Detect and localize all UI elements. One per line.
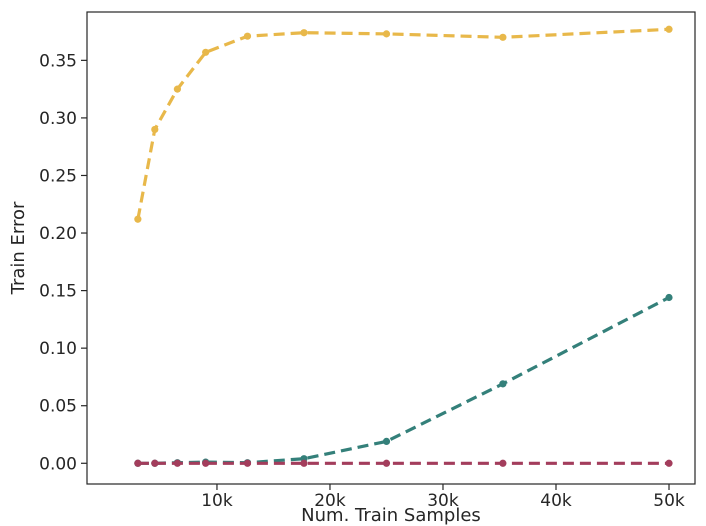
y-axis-label: Train Error (8, 201, 29, 295)
x-tick-label: 10k (201, 491, 233, 511)
series-layer (134, 25, 673, 467)
series-point-1 (243, 32, 252, 40)
series-point-2 (382, 437, 391, 446)
x-tick-label: 40k (540, 491, 572, 511)
series-point-3 (243, 459, 252, 467)
series-point-1 (134, 215, 142, 223)
series-point-3 (151, 459, 159, 467)
x-tick-label: 30k (427, 491, 459, 511)
series-point-3 (173, 459, 182, 467)
y-tick-label: 0.10 (39, 339, 77, 359)
y-tick-label: 0.00 (39, 454, 77, 474)
series-line-1 (136, 27, 670, 220)
series-point-3 (134, 459, 142, 467)
y-tick-label: 0.15 (39, 282, 77, 302)
series-point-3 (499, 459, 507, 467)
series-point-2 (665, 293, 673, 302)
series-point-1 (499, 33, 507, 41)
series-point-1 (173, 85, 182, 93)
series-point-3 (202, 459, 210, 467)
series-line-2 (137, 296, 670, 465)
series-point-1 (665, 25, 673, 33)
series-point-1 (151, 125, 159, 134)
y-tick-label: 0.30 (39, 109, 77, 129)
y-tick-label: 0.20 (39, 224, 77, 244)
y-tick-label: 0.05 (39, 397, 77, 417)
y-tick-label: 0.25 (39, 166, 77, 186)
series-point-3 (300, 459, 308, 467)
y-axis-ticks: 0.00 0.05 0.10 0.15 0.20 0.25 0.30 0.35 (39, 51, 87, 474)
plot-frame (86, 11, 696, 485)
series-point-1 (300, 29, 308, 37)
series-point-3 (382, 459, 391, 467)
x-axis-ticks: 10k 20k 30k 40k 50k (201, 484, 685, 511)
x-axis-label: Num. Train Samples (301, 505, 481, 526)
x-tick-label: 50k (653, 491, 685, 511)
series-point-2 (499, 380, 507, 388)
series-point-1 (382, 30, 391, 38)
series-point-1 (202, 48, 210, 56)
series-point-3 (665, 459, 673, 467)
x-tick-label: 20k (314, 491, 346, 511)
y-tick-label: 0.35 (39, 51, 77, 71)
